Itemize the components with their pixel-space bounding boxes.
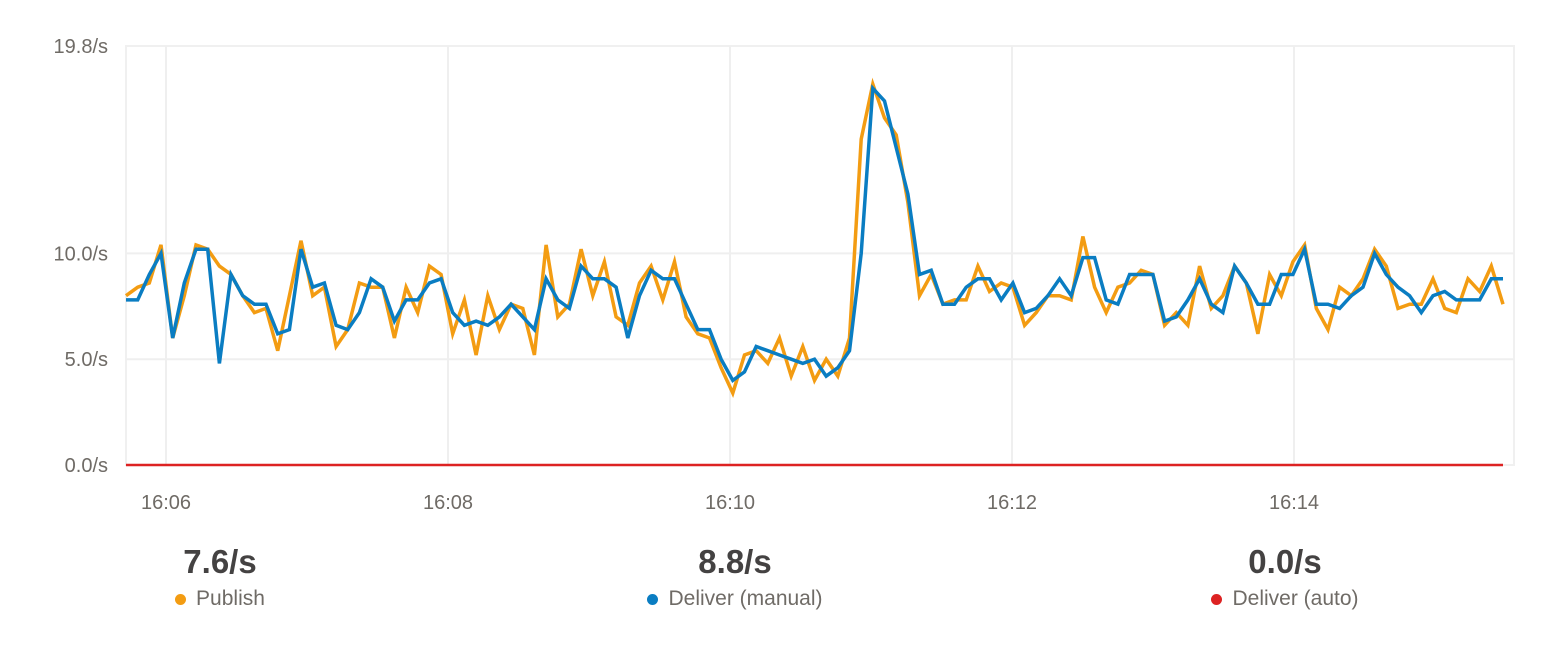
stat-publish: 7.6/s Publish [120, 540, 320, 614]
x-tick-label: 16:06 [141, 492, 191, 514]
deliver-auto-rate: 0.0/s [1248, 543, 1322, 580]
rate-chart: 0.0/s5.0/s10.0/s19.8/s 16:06 16:08 16:10 16… [54, 36, 1515, 514]
x-tick-label: 16:10 [705, 492, 755, 514]
publish-dot-icon [175, 593, 187, 605]
x-tick-label: 16:08 [423, 492, 473, 514]
y-axis: 0.0/s 5.0/s 10.0/s 19.8/s [54, 36, 108, 477]
x-tick-label: 16:12 [987, 492, 1037, 514]
publish-rate: 7.6/s [183, 543, 257, 580]
stat-deliver-auto: 0.0/s Deliver (auto) [1180, 540, 1390, 614]
y-tick-label: 10.0/s [54, 243, 108, 265]
deliver-auto-label: Deliver (auto) [1232, 587, 1359, 610]
x-axis: 16:06 16:08 16:10 16:12 16:14 [141, 492, 1319, 514]
stat-deliver-manual: 8.8/s Deliver (manual) [600, 540, 870, 614]
deliver-manual-dot-icon [647, 593, 659, 605]
grid-lines [126, 46, 1514, 465]
deliver-manual-label: Deliver (manual) [668, 587, 823, 610]
x-tick-label: 16:14 [1269, 492, 1319, 514]
publish-label: Publish [196, 587, 265, 610]
y-tick-label: 19.8/s [54, 36, 108, 58]
y-tick-label: 0.0/s [65, 455, 108, 477]
series-lines [124, 77, 1505, 467]
series-line-deliver-manual [126, 84, 1503, 383]
deliver-auto-dot-icon [1211, 593, 1223, 605]
series-line-publish [124, 77, 1505, 398]
legend-stats: 7.6/s Publish 8.8/s Deliver (manual) 0.0… [0, 540, 1542, 650]
y-tick-label: 5.0/s [65, 349, 108, 371]
deliver-manual-rate: 8.8/s [698, 543, 772, 580]
